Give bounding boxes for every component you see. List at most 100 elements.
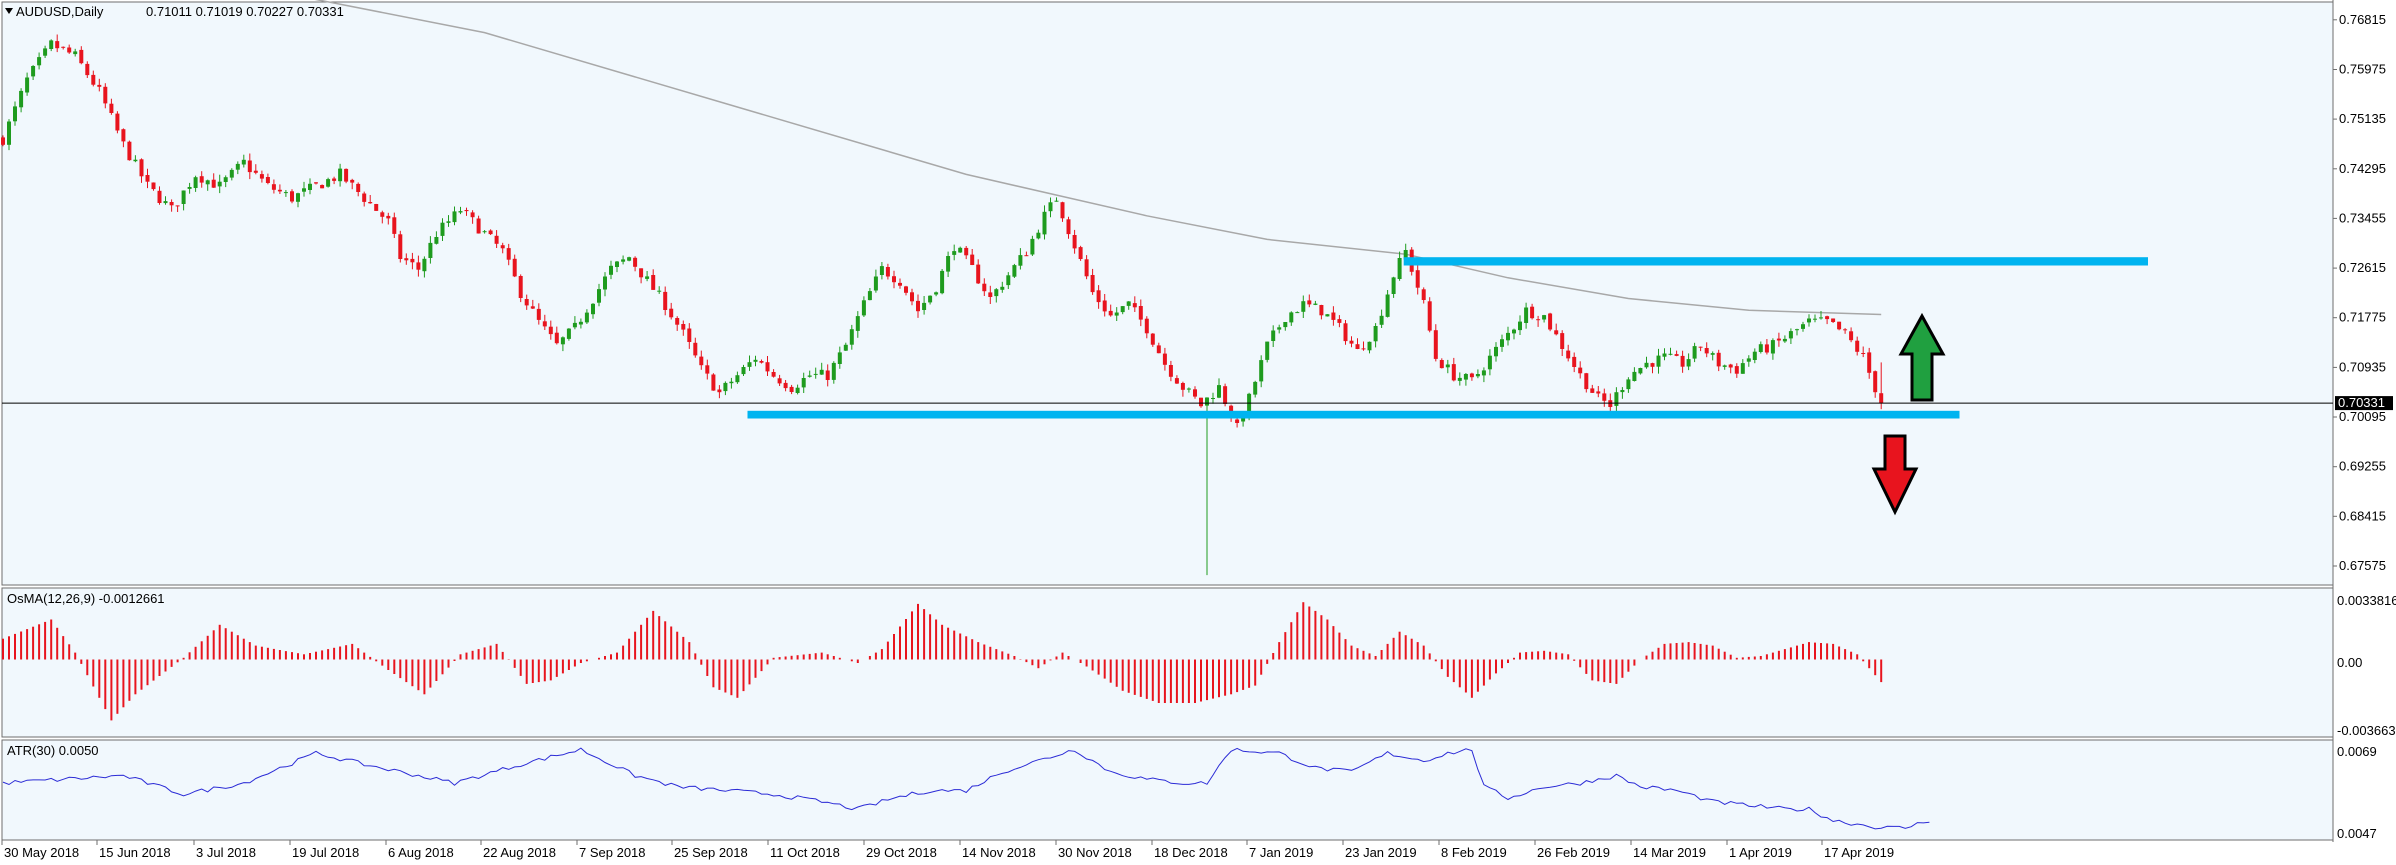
candle-body xyxy=(970,254,975,265)
price-tick-label: 0.70935 xyxy=(2339,359,2386,374)
candle-body xyxy=(151,182,156,190)
candle-body xyxy=(1788,331,1793,339)
candle-body xyxy=(235,163,240,170)
candle-body xyxy=(175,205,180,207)
candle-body xyxy=(193,177,198,188)
arrow-up-icon xyxy=(1898,312,1946,402)
candle-body xyxy=(1211,398,1215,399)
candle-body xyxy=(344,168,349,182)
candle-body xyxy=(916,300,920,312)
candle-body xyxy=(338,168,343,182)
candle-body xyxy=(867,291,872,301)
candle-body xyxy=(1193,389,1197,397)
candle-body xyxy=(1000,286,1005,290)
candle-body xyxy=(512,258,517,277)
time-tick-label: 30 Nov 2018 xyxy=(1058,845,1132,860)
candle-body xyxy=(1343,323,1348,342)
candle-body xyxy=(410,258,415,263)
candle-body xyxy=(651,275,656,290)
candle-body xyxy=(609,265,613,275)
candle-body xyxy=(952,251,957,255)
candle-body xyxy=(211,179,216,188)
candle-body xyxy=(320,185,325,189)
candle-body xyxy=(13,106,17,122)
candle-body xyxy=(771,372,776,377)
candle-body xyxy=(1734,366,1739,374)
candle-body xyxy=(693,342,698,356)
candle-body xyxy=(1295,312,1300,314)
candle-body xyxy=(1421,289,1426,300)
candle-body xyxy=(729,381,734,384)
candle-body xyxy=(1566,350,1571,359)
candle-body xyxy=(518,276,523,298)
moving-average-line xyxy=(314,0,1882,316)
candle-body xyxy=(1168,365,1173,377)
candle-body xyxy=(1391,277,1396,294)
time-axis-ticks: 30 May 2018 15 Jun 2018 3 Jul 2018 19 Jul 2… xyxy=(1,840,1894,860)
candle-body xyxy=(1542,315,1547,320)
candle-body xyxy=(1247,393,1252,418)
candle-body xyxy=(308,183,312,190)
candle-body xyxy=(145,175,150,182)
candle-body xyxy=(277,189,282,192)
candle-body xyxy=(1674,354,1679,356)
candle-body xyxy=(1650,363,1655,367)
candle-body xyxy=(1241,418,1246,422)
candle-body xyxy=(31,66,36,77)
candle-body xyxy=(500,245,505,249)
candle-body xyxy=(1626,379,1631,390)
candle-body xyxy=(958,247,963,253)
candle-body xyxy=(121,129,126,142)
candle-body xyxy=(49,40,54,49)
candle-body xyxy=(296,193,300,202)
candle-body xyxy=(982,283,987,292)
candle-body xyxy=(115,113,120,131)
candle-body xyxy=(597,289,601,303)
candle-body xyxy=(741,367,746,375)
candle-body xyxy=(1120,306,1125,313)
time-tick-label: 18 Dec 2018 xyxy=(1154,845,1228,860)
candle-body xyxy=(1144,318,1149,334)
candle-body xyxy=(1060,202,1065,219)
candle-body xyxy=(332,178,337,181)
candle-body xyxy=(1500,339,1504,347)
candle-body xyxy=(97,84,102,87)
osma-panel xyxy=(1,587,2334,738)
candle-body xyxy=(1590,388,1595,393)
candle-body xyxy=(934,292,939,295)
price-tick-label: 0.72615 xyxy=(2339,260,2386,275)
candle-body xyxy=(603,276,607,290)
atr-header: ATR(30) 0.0050 xyxy=(7,743,99,758)
price-tick-label: 0.74295 xyxy=(2339,161,2386,176)
candle-body xyxy=(1578,367,1583,374)
candle-body xyxy=(1072,235,1077,249)
candle-body xyxy=(1283,322,1288,328)
candle-body xyxy=(1572,356,1577,367)
candle-body xyxy=(1807,318,1811,323)
candle-body xyxy=(566,328,571,339)
candle-body xyxy=(1066,219,1071,235)
candle-body xyxy=(1843,329,1848,331)
candle-body xyxy=(506,248,511,260)
candle-body xyxy=(458,211,463,213)
price-tick-label: 0.67575 xyxy=(2339,558,2386,573)
candle-body xyxy=(1235,419,1240,423)
candle-body xyxy=(368,202,373,204)
candle-body xyxy=(229,169,234,178)
candle-body xyxy=(470,212,475,218)
candle-body xyxy=(1114,312,1119,316)
candle-body xyxy=(37,57,42,66)
time-tick-label: 7 Sep 2018 xyxy=(579,845,646,860)
candle-body xyxy=(1331,312,1336,320)
candle-body xyxy=(1481,370,1486,376)
candle-body xyxy=(976,264,981,284)
candle-body xyxy=(1861,353,1866,354)
candle-body xyxy=(1795,329,1799,331)
candle-body xyxy=(849,329,854,345)
osma-tick-bottom: -0.003663 xyxy=(2337,723,2396,738)
candle-body xyxy=(1680,355,1685,367)
candle-body xyxy=(1180,383,1185,390)
support-zone xyxy=(747,410,1960,419)
candle-body xyxy=(615,261,619,267)
candle-body xyxy=(1415,270,1420,288)
